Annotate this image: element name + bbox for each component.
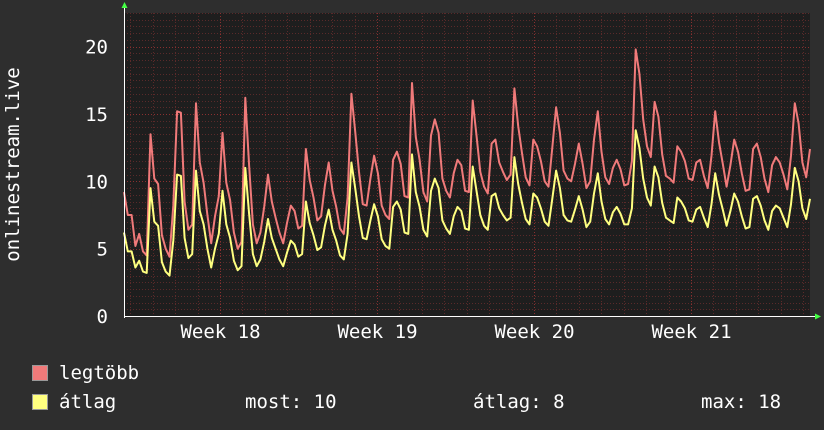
chart-canvas: Week 18 Week 19 Week 20 Week 21 0 5 10 15 20 onli…	[2, 2, 821, 340]
y-tick-label: 15	[85, 104, 108, 126]
stat-max: max: 18	[701, 391, 781, 413]
y-tick-label: 5	[97, 239, 108, 261]
stat-most-value: 10	[313, 391, 337, 413]
stat-max-label: max:	[701, 391, 747, 413]
stat-max-value: 18	[758, 391, 782, 413]
stat-atlag-value: 8	[553, 391, 565, 413]
series-line-legtobb	[123, 48, 811, 258]
legend-label-legtobb: legtöbb	[59, 362, 140, 384]
y-axis-label: onlinestream.live	[2, 67, 24, 261]
stat-most: most: 10	[245, 391, 337, 413]
legend-swatch-legtobb	[32, 365, 48, 381]
y-tick-label: 20	[85, 37, 108, 59]
stat-atlag-label: átlag:	[473, 391, 542, 413]
legend-swatch-atlag	[32, 394, 48, 410]
x-tick-label: Week 19	[337, 321, 417, 340]
x-tick-label: Week 20	[494, 321, 574, 340]
y-tick-label: 0	[97, 306, 108, 328]
series-line-atlag	[123, 129, 811, 277]
x-tick-label: Week 21	[651, 321, 731, 340]
x-axis-arrow-icon	[815, 313, 821, 320]
stat-most-label: most:	[245, 391, 303, 413]
y-tick-label: 10	[85, 171, 108, 193]
stat-atlag: átlag: 8	[473, 391, 565, 413]
y-axis-arrow-icon	[121, 2, 128, 8]
legend-entry-atlag: átlag most: 10 átlag: 8 max: 18	[32, 391, 812, 413]
legend-label-atlag: átlag	[59, 391, 117, 413]
x-tick-label: Week 18	[180, 321, 260, 340]
